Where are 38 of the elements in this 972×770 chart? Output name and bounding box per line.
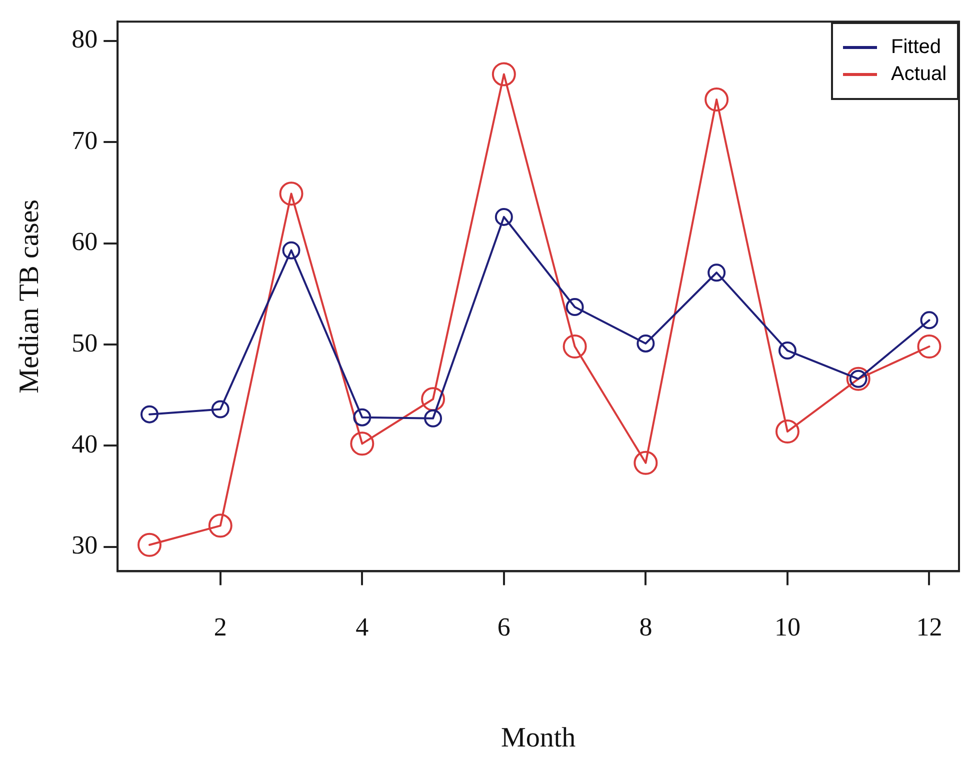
- point: [636, 334, 655, 352]
- point: [562, 334, 587, 358]
- x-tick-label: 10: [774, 612, 800, 642]
- y-axis-title: Median TB cases: [14, 199, 46, 394]
- point: [353, 408, 372, 426]
- point: [421, 387, 446, 412]
- point: [775, 420, 800, 444]
- x-axis-title: Month: [500, 722, 576, 754]
- point: [140, 405, 158, 424]
- y-tick-label: 30: [72, 530, 98, 560]
- point: [282, 241, 300, 260]
- x-tick-label: 8: [639, 612, 652, 642]
- x-tick-label: 6: [497, 612, 510, 642]
- point: [634, 450, 658, 475]
- y-tick-label: 50: [72, 328, 98, 358]
- point: [920, 311, 938, 330]
- x-tick-label: 4: [356, 612, 369, 642]
- point: [494, 208, 513, 226]
- x-tick-label: 12: [916, 612, 942, 642]
- y-tick-label: 40: [72, 430, 98, 459]
- y-tick-label: 60: [72, 227, 98, 256]
- point: [424, 409, 442, 428]
- point: [917, 334, 942, 358]
- legend-label: Actual: [891, 62, 947, 86]
- point: [211, 400, 230, 418]
- x-tick-label: 2: [214, 612, 227, 642]
- legend-label: Fitted: [891, 36, 942, 59]
- point: [778, 342, 796, 360]
- point: [708, 264, 726, 282]
- point: [566, 298, 584, 316]
- point: [208, 514, 232, 538]
- y-tick-label: 70: [72, 126, 98, 155]
- point: [279, 182, 304, 206]
- y-tick-label: 80: [72, 24, 98, 54]
- point: [492, 62, 516, 86]
- point: [704, 88, 729, 112]
- point: [138, 532, 162, 557]
- point: [350, 432, 374, 456]
